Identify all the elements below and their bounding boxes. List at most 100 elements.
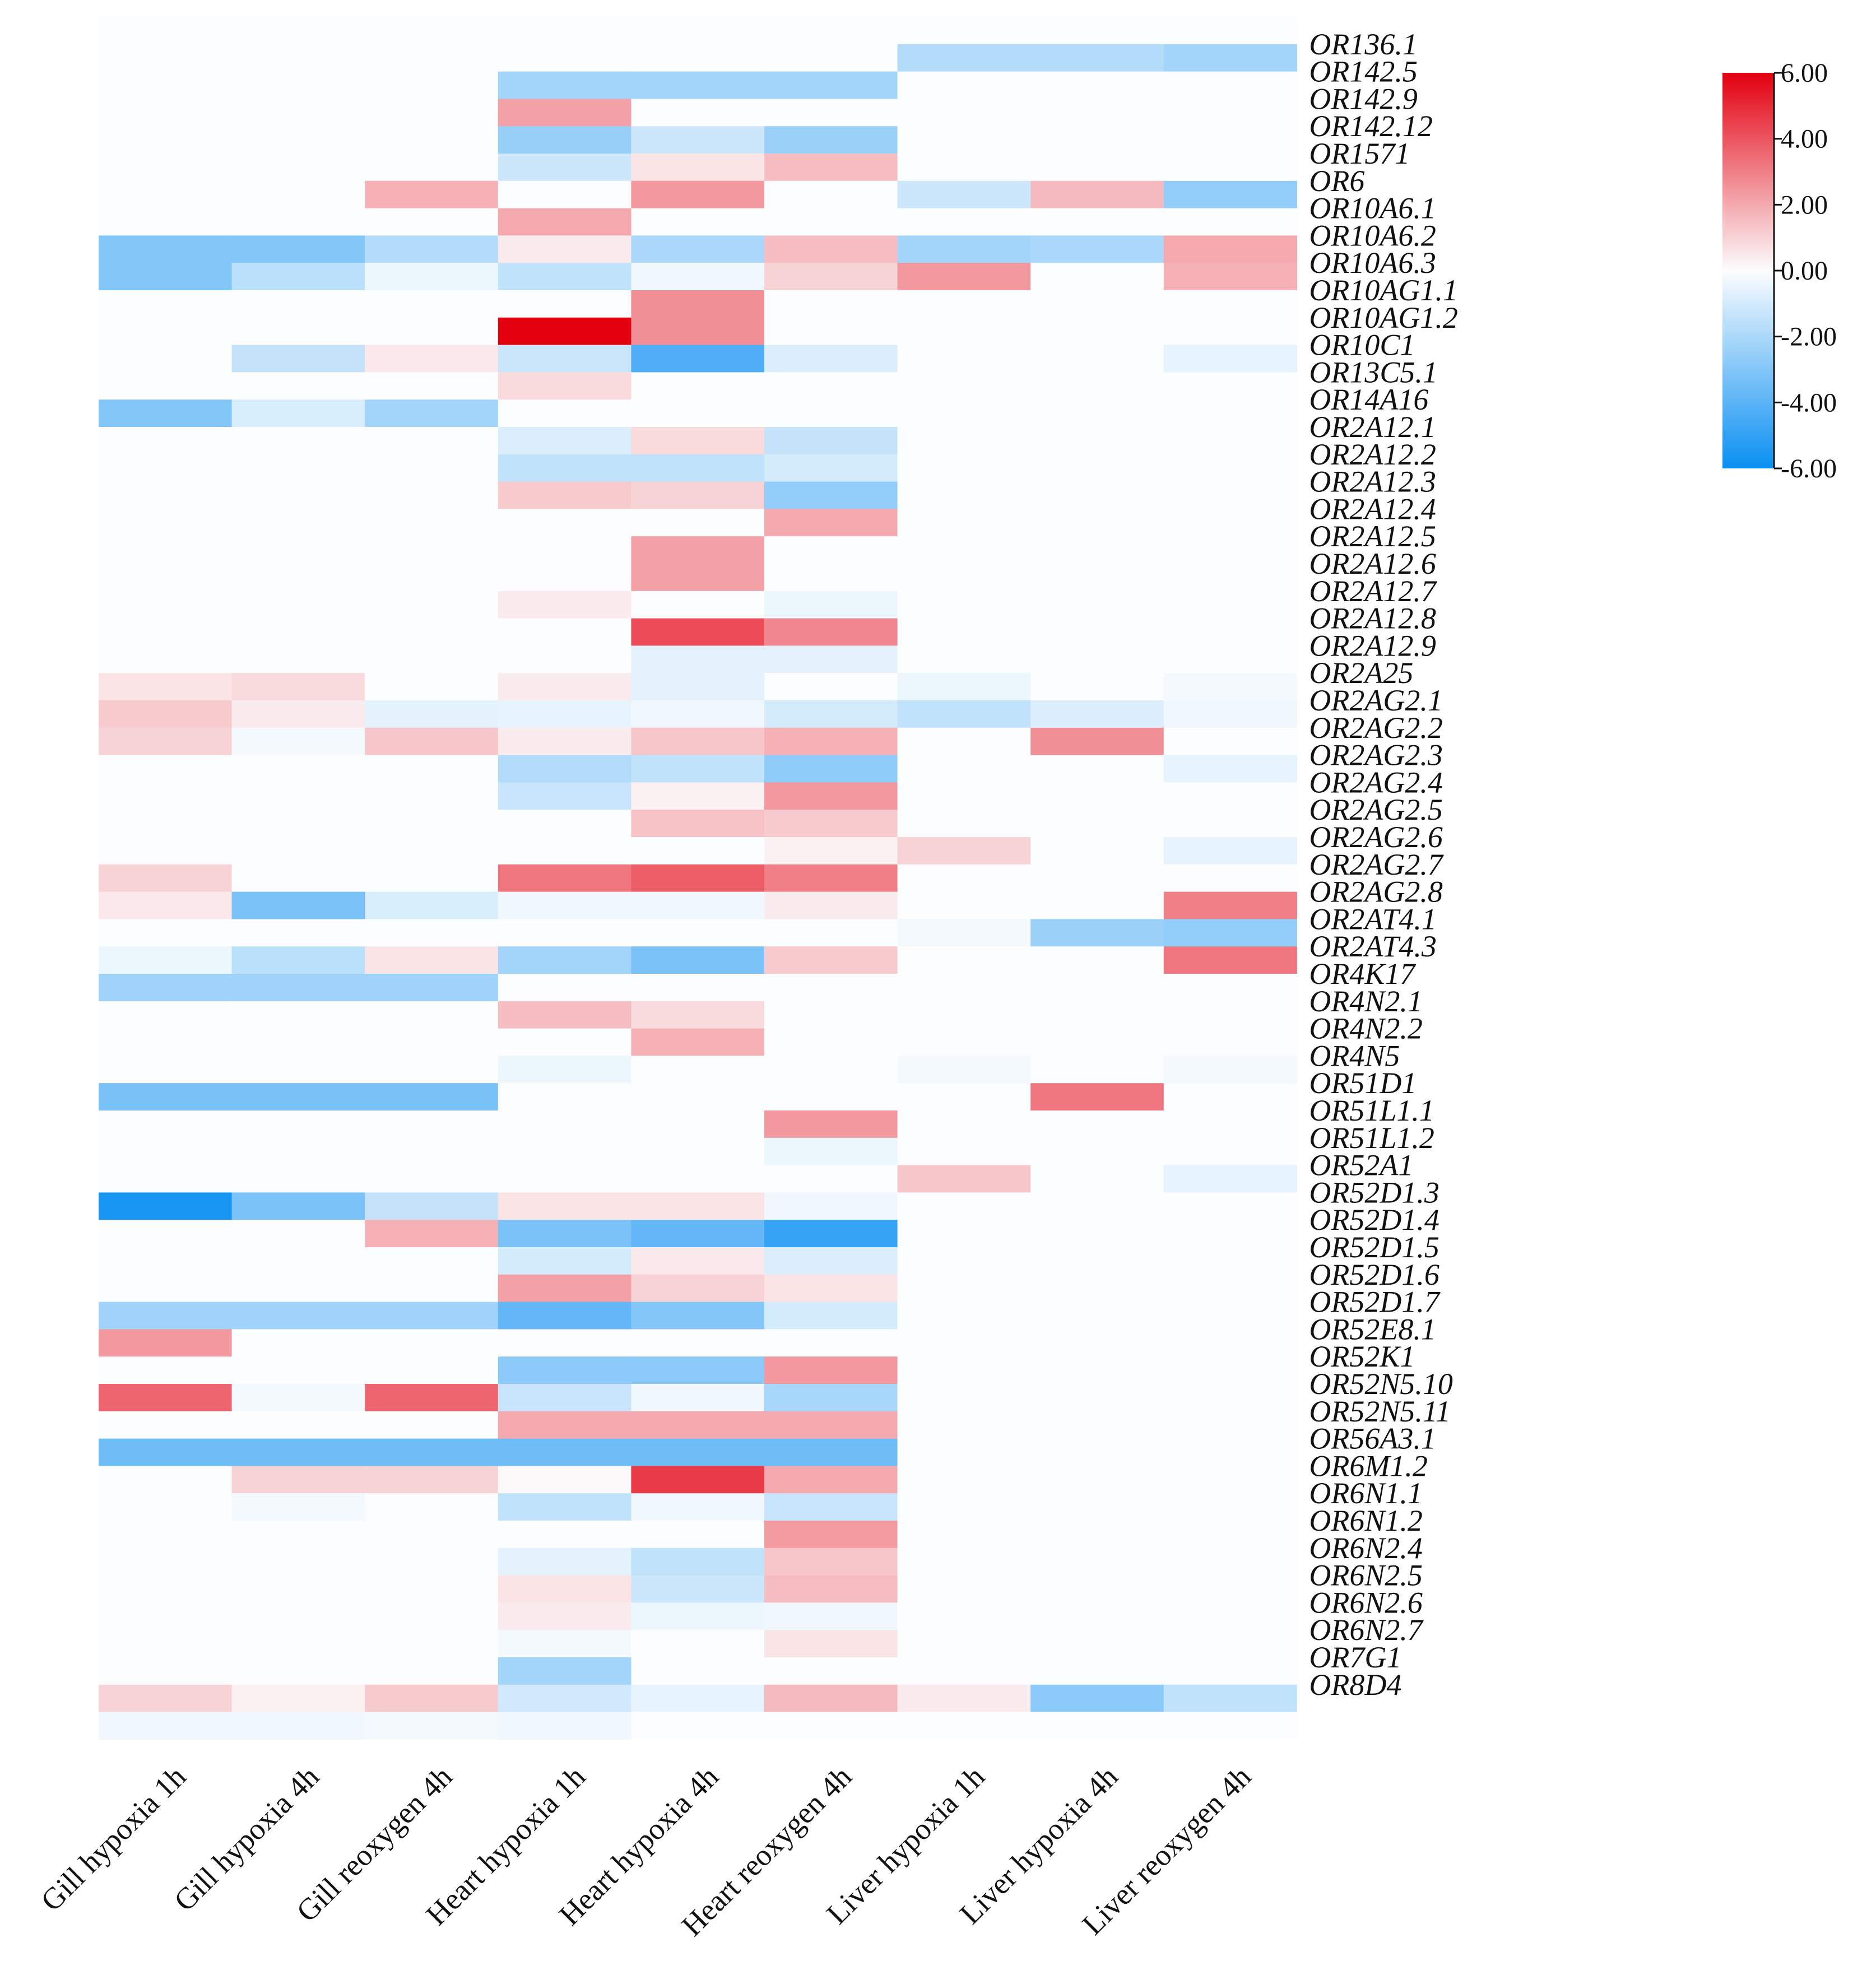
heatmap-cell <box>1163 1548 1297 1576</box>
heatmap-cell <box>99 17 233 45</box>
heatmap-cell <box>498 727 631 756</box>
heatmap-cell <box>365 1411 499 1439</box>
heatmap-cell <box>365 1521 499 1549</box>
heatmap-cell <box>764 263 898 291</box>
heatmap-cell <box>897 1192 1031 1220</box>
row-label-or4n5: OR4N5 <box>1309 1039 1400 1072</box>
heatmap-cell <box>365 1630 499 1658</box>
heatmap-cell <box>231 345 365 373</box>
heatmap-cell <box>498 399 631 427</box>
heatmap-cell <box>1163 1192 1297 1220</box>
heatmap-cell <box>631 700 765 728</box>
heatmap-cell <box>631 99 765 127</box>
heatmap-cell <box>231 755 365 783</box>
row-label-or52k1: OR52K1 <box>1309 1340 1415 1373</box>
heatmap-cell <box>99 974 233 1002</box>
heatmap-cell <box>498 564 631 592</box>
heatmap-cell <box>99 1302 233 1330</box>
heatmap-cell <box>1163 1001 1297 1029</box>
heatmap-cell <box>498 372 631 400</box>
heatmap-cell <box>897 17 1031 45</box>
heatmap-cell <box>1030 536 1164 564</box>
heatmap-cell <box>365 1602 499 1630</box>
heatmap-cell <box>897 645 1031 673</box>
heatmap-cell <box>897 1575 1031 1603</box>
heatmap-cell <box>631 1712 765 1740</box>
row-label-or2a25: OR2A25 <box>1309 656 1413 690</box>
heatmap-cell <box>1163 1630 1297 1658</box>
heatmap-cell <box>764 1521 898 1549</box>
heatmap-cell <box>1163 591 1297 619</box>
heatmap-cell <box>1030 263 1164 291</box>
heatmap-cell <box>99 1684 233 1713</box>
row-label-or52n5-11: OR52N5.11 <box>1309 1395 1451 1428</box>
heatmap-cell <box>231 946 365 974</box>
heatmap-cell <box>764 1657 898 1685</box>
heatmap-cell <box>1030 290 1164 318</box>
heatmap-cell <box>1030 1630 1164 1658</box>
heatmap-cell <box>365 782 499 810</box>
heatmap-cell <box>897 317 1031 346</box>
heatmap-cell <box>764 1329 898 1357</box>
heatmap-cell <box>631 1384 765 1412</box>
heatmap-cell <box>764 44 898 72</box>
heatmap-cell <box>498 454 631 482</box>
heatmap-cell <box>99 1028 233 1056</box>
heatmap-cell <box>231 891 365 919</box>
heatmap-cell <box>897 290 1031 318</box>
heatmap-cell <box>1163 154 1297 182</box>
heatmap-cell <box>1030 727 1164 756</box>
heatmap-cell <box>99 1329 233 1357</box>
heatmap-cell <box>365 1165 499 1193</box>
row-label-or10ag1-2: OR10AG1.2 <box>1309 301 1457 334</box>
heatmap-cell <box>1030 864 1164 893</box>
heatmap-cell <box>1030 891 1164 919</box>
row-label-or7g1: OR7G1 <box>1309 1641 1401 1674</box>
heatmap-cell <box>1163 1356 1297 1384</box>
heatmap-cell <box>764 810 898 838</box>
row-label-or2ag2-5: OR2AG2.5 <box>1309 793 1442 826</box>
heatmap-cell <box>764 1192 898 1220</box>
heatmap-cell <box>365 1657 499 1685</box>
heatmap-cell <box>897 345 1031 373</box>
heatmap-cell <box>99 810 233 838</box>
heatmap-cell <box>1030 44 1164 72</box>
heatmap-cell <box>365 71 499 99</box>
heatmap-cell <box>365 1575 499 1603</box>
heatmap-cell <box>897 974 1031 1002</box>
heatmap-cell <box>498 1137 631 1166</box>
heatmap-cell <box>99 126 233 154</box>
heatmap-cell <box>231 1411 365 1439</box>
heatmap-cell <box>99 1548 233 1576</box>
row-label-or2at4-3: OR2AT4.3 <box>1309 930 1437 963</box>
heatmap-cell <box>764 1548 898 1576</box>
heatmap-cell <box>99 1220 233 1248</box>
heatmap-cell <box>231 154 365 182</box>
heatmap-cell <box>631 673 765 701</box>
heatmap-cell <box>631 974 765 1002</box>
heatmap-cell <box>365 180 499 209</box>
heatmap-cell <box>498 481 631 509</box>
heatmap-cell <box>1030 180 1164 209</box>
heatmap-cell <box>231 1110 365 1138</box>
heatmap-cell <box>231 290 365 318</box>
heatmap-cell <box>1030 782 1164 810</box>
heatmap-cell <box>1030 1493 1164 1521</box>
heatmap-cell <box>631 1466 765 1494</box>
heatmap-cell <box>99 1657 233 1685</box>
heatmap-cell <box>231 564 365 592</box>
row-label-or2a12-7: OR2A12.7 <box>1309 574 1437 608</box>
heatmap-cell <box>631 71 765 99</box>
heatmap-cell <box>498 263 631 291</box>
heatmap-cell <box>365 891 499 919</box>
heatmap-cell <box>631 1356 765 1384</box>
heatmap-cell <box>897 1329 1031 1357</box>
row-label-or142-12: OR142.12 <box>1309 109 1432 143</box>
heatmap-cell <box>631 44 765 72</box>
heatmap-cell <box>764 1274 898 1303</box>
row-label-or10a6-3: OR10A6.3 <box>1309 246 1436 280</box>
heatmap-cell <box>1030 235 1164 263</box>
heatmap-cell <box>99 481 233 509</box>
heatmap-cell <box>631 1247 765 1275</box>
